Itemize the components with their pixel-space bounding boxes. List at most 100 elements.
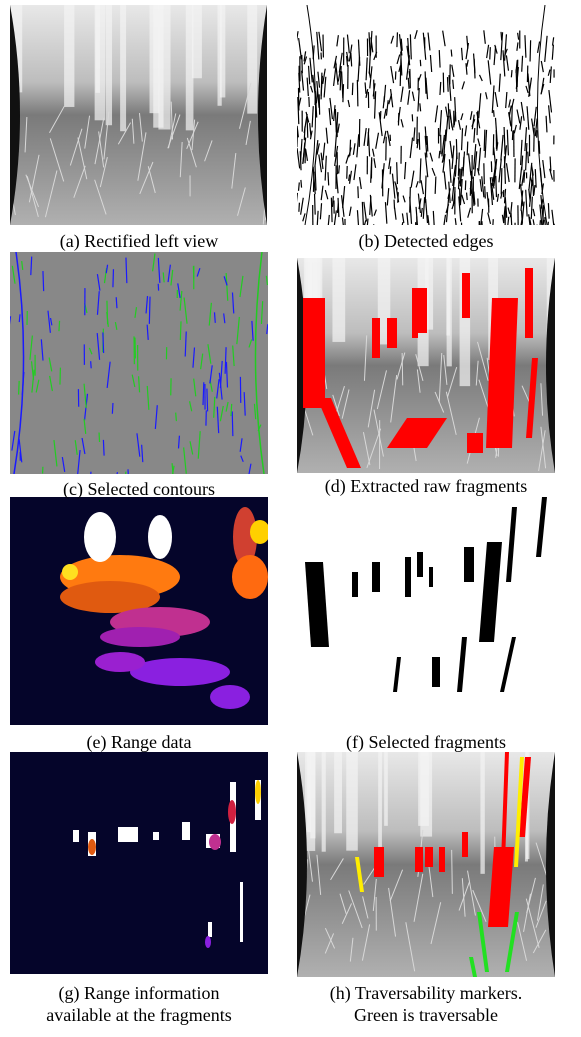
caption: (f) Selected fragments [281, 731, 571, 753]
fragment [439, 847, 445, 872]
tree-trunk [346, 752, 358, 851]
range-blob [205, 936, 211, 948]
fragment [352, 572, 358, 597]
edge-stroke [490, 47, 491, 59]
fragment [208, 922, 212, 937]
edge-stroke [501, 168, 502, 194]
edge-stroke [332, 196, 333, 207]
range-blob [88, 839, 96, 855]
edge-stroke [501, 32, 502, 41]
caption: (h) Traversability markers. Green is tra… [281, 982, 571, 1026]
figure: (a) Rectified left view (b) Detected edg… [0, 0, 581, 1037]
fragment [182, 822, 190, 840]
range-blob [130, 658, 230, 686]
tree-trunk [120, 5, 126, 131]
edge-stroke [176, 413, 177, 422]
range-blob [228, 800, 236, 824]
fragment [303, 298, 325, 408]
fragment [525, 268, 533, 338]
tree-trunk [153, 5, 163, 128]
edge-stroke [301, 180, 302, 188]
selected-contours [10, 252, 268, 474]
range-at-fragments [10, 752, 268, 974]
tree-trunk [310, 752, 315, 838]
background [297, 497, 555, 725]
edge-stroke [410, 187, 411, 213]
edge-stroke [456, 139, 457, 159]
edge-stroke [352, 83, 353, 95]
caption: (b) Detected edges [281, 230, 571, 252]
edge-stroke [528, 152, 529, 164]
edge-stroke [103, 332, 104, 352]
edge-stroke [467, 193, 468, 201]
caption: (d) Extracted raw fragments [281, 475, 571, 497]
edge-stroke [335, 109, 336, 132]
edge-stroke [299, 182, 300, 190]
fragment [372, 562, 380, 592]
caption: (c) Selected contours [0, 478, 284, 500]
edge-stroke [474, 59, 475, 79]
tree-trunk [95, 5, 100, 93]
edge-stroke [522, 56, 523, 72]
edge-stroke [321, 73, 322, 100]
edge-stroke [485, 186, 486, 198]
caption-line: (h) Traversability markers. [281, 982, 571, 1004]
edge-stroke [374, 224, 375, 225]
edge-stroke [113, 269, 114, 287]
range-blob [232, 555, 268, 599]
fragment [429, 567, 433, 587]
tree-trunk [332, 258, 345, 342]
edge-stroke [350, 140, 351, 156]
edge-stroke [207, 389, 208, 412]
edge-stroke [339, 165, 340, 173]
edge-stroke [420, 103, 421, 111]
tree-trunk [106, 5, 112, 125]
tree-trunk [186, 5, 194, 130]
edge-stroke [511, 105, 512, 131]
fragment [405, 557, 411, 597]
edge-stroke [447, 77, 448, 92]
fragment [73, 830, 79, 842]
edge-stroke [408, 78, 409, 89]
edge-stroke [397, 162, 398, 184]
background [10, 752, 268, 974]
edge-stroke [231, 404, 232, 416]
edge-stroke [439, 50, 440, 68]
detected-edges [297, 5, 555, 225]
range-blob [95, 652, 145, 672]
edge-stroke [328, 172, 329, 185]
tree-trunk [384, 752, 388, 826]
background [10, 252, 268, 474]
edge-stroke [496, 176, 497, 197]
edge-stroke [548, 203, 549, 219]
edge-stroke [91, 361, 92, 368]
edge-stroke [103, 440, 104, 456]
range-blob [210, 685, 250, 709]
range-data [10, 497, 268, 725]
caption-line: Green is traversable [281, 1004, 571, 1026]
edge-stroke [440, 82, 441, 95]
edge-stroke [484, 130, 485, 151]
range-blob [209, 834, 221, 850]
edge-stroke [19, 381, 20, 395]
fragment [462, 273, 470, 318]
edge-stroke [530, 40, 531, 61]
edge-stroke [511, 70, 512, 77]
selected-fragments [297, 497, 555, 725]
edge-stroke [331, 198, 332, 223]
edge-stroke [343, 84, 344, 102]
fragment [417, 288, 427, 333]
fragment [374, 847, 384, 877]
edge-stroke [112, 403, 113, 414]
edge-stroke [425, 176, 426, 203]
range-blob [100, 627, 180, 647]
edge-stroke [149, 297, 150, 324]
grass [402, 353, 403, 385]
edge-stroke [398, 192, 399, 203]
fragment [153, 832, 159, 840]
edge-stroke [409, 71, 410, 78]
caption: (e) Range data [0, 731, 284, 753]
edge-stroke [439, 151, 440, 158]
edge-stroke [302, 55, 303, 73]
edge-stroke [516, 69, 517, 92]
